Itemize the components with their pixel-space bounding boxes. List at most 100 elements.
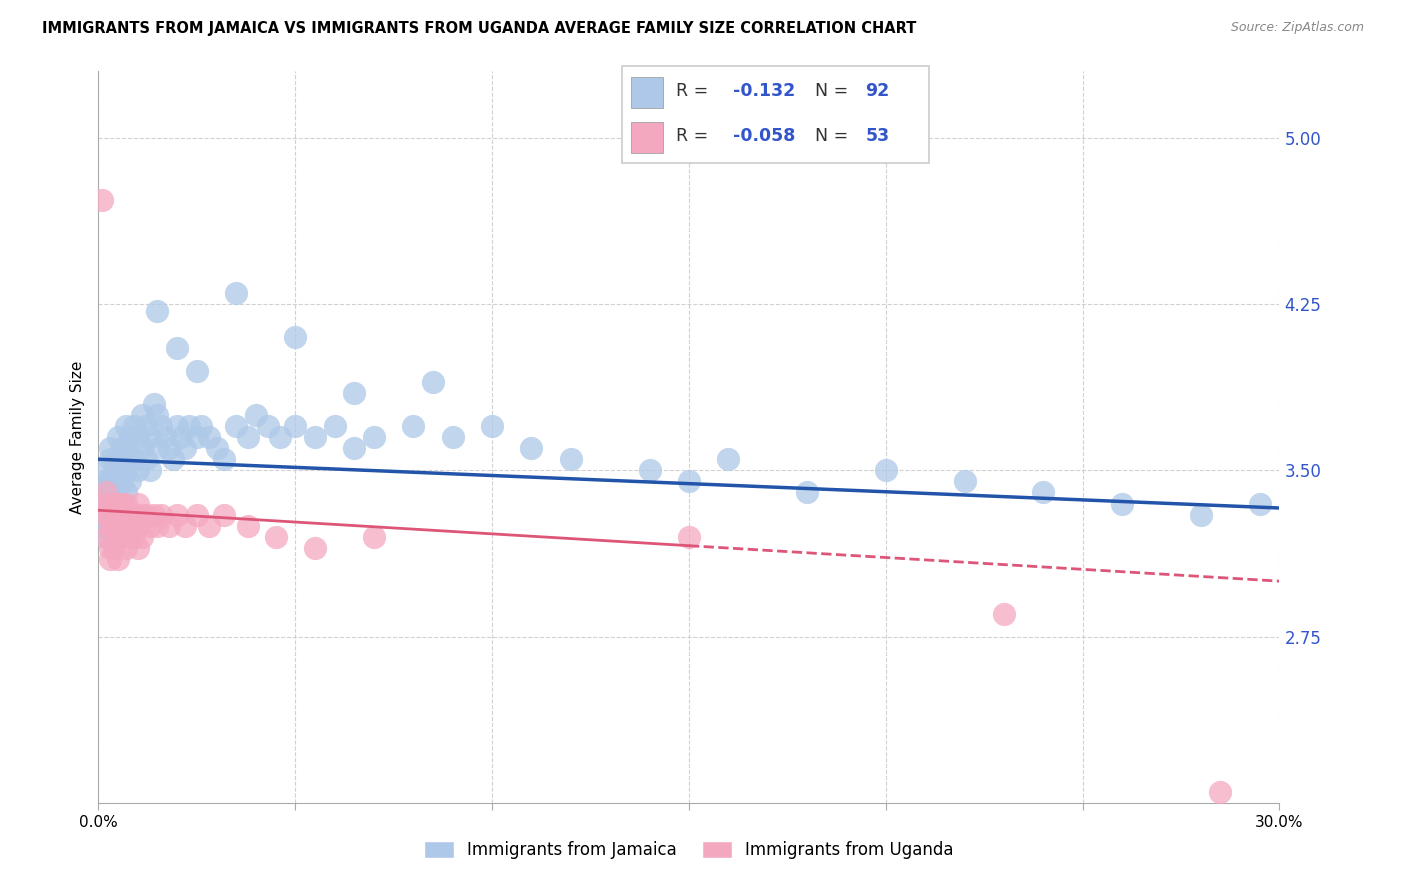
Point [304,430,326,444]
Point [96,508,118,522]
Point [107,552,129,566]
Point [111,441,134,455]
Point [363,430,385,444]
Point [118,518,141,533]
Point [1111,497,1133,511]
Point [96,463,118,477]
Point [186,430,208,444]
Point [174,518,197,533]
Point [91,497,114,511]
Point [214,452,236,467]
Point [157,518,180,533]
Point [678,530,700,544]
Text: R =: R = [675,128,713,145]
Point [146,518,169,533]
Point [103,485,125,500]
Point [157,441,180,455]
Point [1249,497,1271,511]
Point [98,497,121,511]
Point [993,607,1015,622]
Point [107,452,129,467]
Point [98,518,121,533]
Point [875,463,897,477]
Point [177,419,200,434]
Point [953,475,976,489]
Text: N =: N = [815,82,853,100]
Point [91,193,114,207]
Point [304,541,326,555]
Point [98,552,121,566]
Point [402,419,425,434]
Point [150,508,173,522]
Point [107,497,129,511]
Point [236,518,259,533]
Point [115,419,138,434]
Bar [631,77,664,108]
Point [269,430,291,444]
Point [142,508,165,522]
Point [96,475,118,489]
Point [284,419,307,434]
Point [205,441,228,455]
Point [111,530,134,544]
Point [256,419,278,434]
Point [186,363,208,377]
Point [115,541,138,555]
Point [127,463,149,477]
Point [98,541,121,555]
Point [91,518,114,533]
Point [111,497,134,511]
FancyBboxPatch shape [621,65,929,163]
Point [107,518,129,533]
Point [103,541,125,555]
Point [162,452,184,467]
Point [111,475,134,489]
Point [111,508,134,522]
Point [127,430,149,444]
Point [678,475,700,489]
Point [155,430,177,444]
Point [107,475,129,489]
Point [103,530,125,544]
Point [103,518,125,533]
Point [186,508,208,522]
Point [323,419,346,434]
Point [98,485,121,500]
Point [284,330,307,344]
Point [103,508,125,522]
Point [138,463,160,477]
Point [115,463,138,477]
Point [91,497,114,511]
Point [142,397,165,411]
Point [138,430,160,444]
Point [170,430,193,444]
Point [197,430,219,444]
Point [717,452,740,467]
Point [343,385,366,400]
Point [441,430,464,444]
Point [146,441,169,455]
Point [91,508,114,522]
Point [118,508,141,522]
Point [96,530,118,544]
Point [1189,508,1212,522]
Point [190,419,212,434]
Point [118,475,141,489]
Point [127,518,149,533]
Point [520,441,543,455]
Point [103,508,125,522]
Point [103,497,125,511]
Text: 53: 53 [866,128,890,145]
Point [796,485,818,500]
Point [103,497,125,511]
Point [98,497,121,511]
Point [118,430,141,444]
Point [245,408,267,422]
Point [131,441,153,455]
Point [96,485,118,500]
Point [107,518,129,533]
Text: -0.132: -0.132 [733,82,794,100]
Text: N =: N = [815,128,853,145]
Text: IMMIGRANTS FROM JAMAICA VS IMMIGRANTS FROM UGANDA AVERAGE FAMILY SIZE CORRELATIO: IMMIGRANTS FROM JAMAICA VS IMMIGRANTS FR… [42,21,917,36]
Point [107,497,129,511]
